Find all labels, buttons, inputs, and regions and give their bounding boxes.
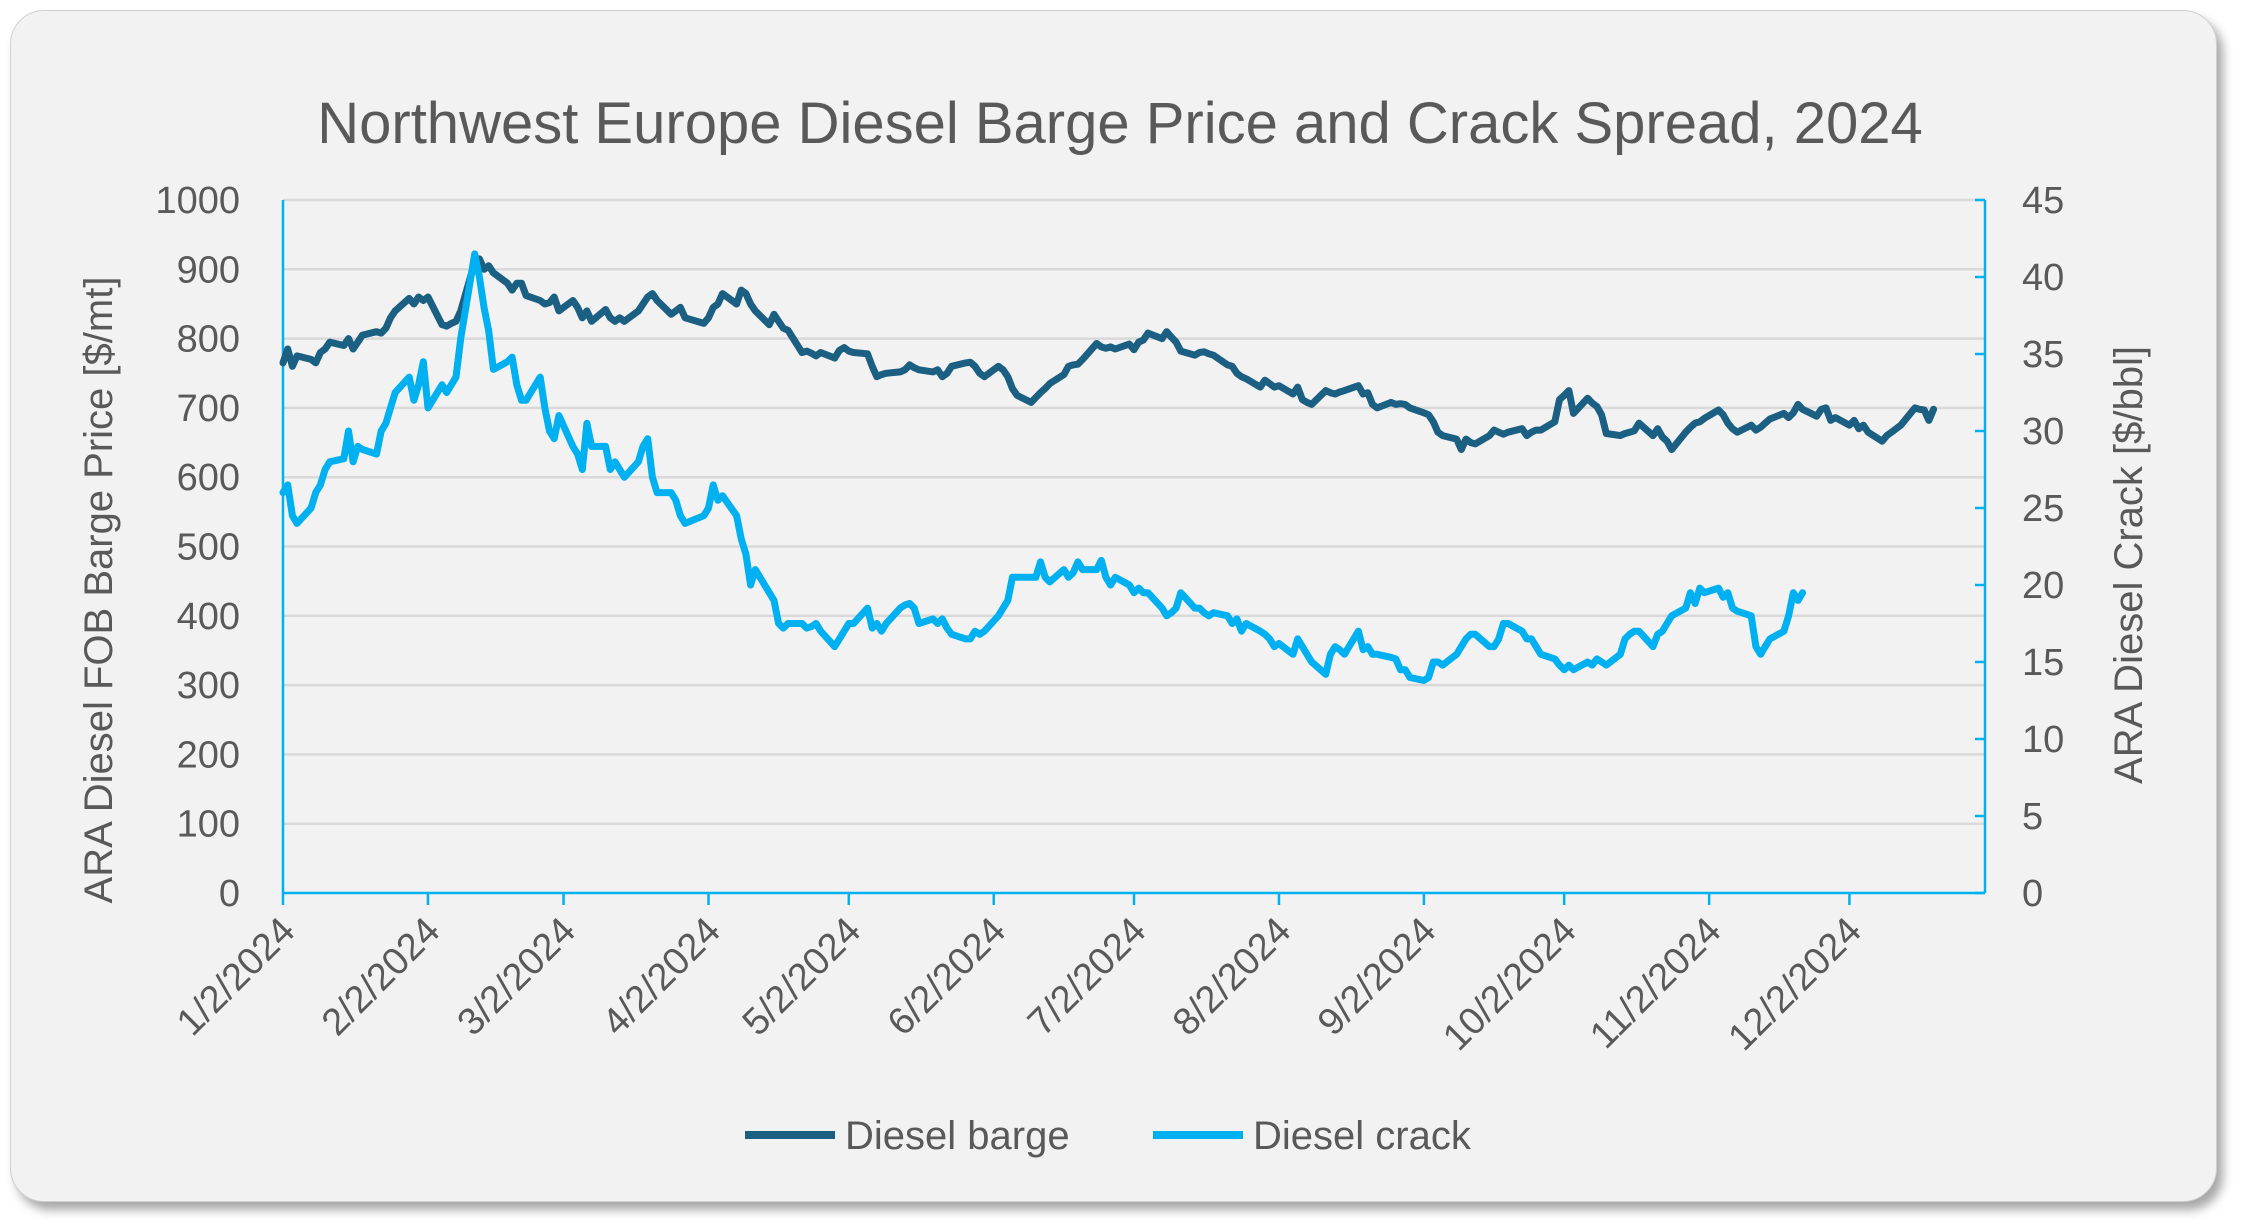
left-tick-label: 1000 xyxy=(155,180,240,222)
right-axis-label: ARA Diesel Crack [$/bbl] xyxy=(2107,346,2151,784)
x-tick-label: 9/2/2024 xyxy=(1310,910,1444,1044)
gridlines xyxy=(283,198,1985,825)
x-tick-label: 8/2/2024 xyxy=(1165,910,1299,1044)
right-tick-label: 30 xyxy=(2022,411,2064,453)
legend: Diesel barge Diesel crack xyxy=(745,1114,1472,1158)
left-tick-label: 500 xyxy=(177,527,240,569)
right-tick-label: 10 xyxy=(2022,719,2064,761)
x-tick-label: 11/2/2024 xyxy=(1582,910,1729,1057)
x-tick-label: 7/2/2024 xyxy=(1020,910,1154,1044)
left-tick-label: 900 xyxy=(177,249,240,291)
legend-label-crack: Diesel crack xyxy=(1253,1114,1472,1158)
left-tick-label: 100 xyxy=(177,804,240,846)
right-tick-label: 25 xyxy=(2022,488,2064,530)
left-tick-label: 400 xyxy=(177,596,240,638)
series-lines xyxy=(279,250,1938,684)
right-tick-label: 45 xyxy=(2022,180,2064,222)
left-tick-label: 0 xyxy=(219,873,240,915)
x-tick-label: 12/2/2024 xyxy=(1721,910,1870,1059)
x-tick-label: 10/2/2024 xyxy=(1435,910,1584,1059)
x-tick-label: 6/2/2024 xyxy=(880,910,1014,1044)
left-tick-label: 700 xyxy=(177,388,240,430)
right-tick-label: 15 xyxy=(2022,642,2064,684)
x-tick-label: 2/2/2024 xyxy=(314,910,448,1044)
left-axis-label: ARA Diesel FOB Barge Price [$/mt] xyxy=(77,277,121,904)
left-tick-label: 300 xyxy=(177,665,240,707)
left-axis-ticks: 0 100 200 300 400 500 600 700 800 900 1000 xyxy=(155,180,240,915)
series-line-diesel-crack xyxy=(279,250,1807,684)
right-tick-label: 5 xyxy=(2022,796,2043,838)
left-tick-label: 200 xyxy=(177,734,240,776)
right-tick-label: 20 xyxy=(2022,565,2064,607)
right-tick-label: 35 xyxy=(2022,334,2064,376)
axes xyxy=(281,198,1987,905)
x-tick-label: 1/2/2024 xyxy=(169,910,303,1044)
left-tick-label: 800 xyxy=(177,319,240,361)
series-line-diesel-barge xyxy=(279,255,1938,453)
x-tick-label: 4/2/2024 xyxy=(595,910,729,1044)
legend-label-barge: Diesel barge xyxy=(845,1114,1070,1158)
right-tick-label: 40 xyxy=(2022,257,2064,299)
x-axis-ticks: 1/2/2024 2/2/2024 3/2/2024 4/2/2024 5/2/2024… xyxy=(169,910,1870,1059)
left-tick-label: 600 xyxy=(177,457,240,499)
chart-title: Northwest Europe Diesel Barge Price and … xyxy=(317,91,1923,156)
x-tick-label: 5/2/2024 xyxy=(735,910,869,1044)
right-tick-label: 0 xyxy=(2022,873,2043,915)
x-tick-label: 3/2/2024 xyxy=(450,910,584,1044)
chart-card xyxy=(10,10,2217,1202)
right-axis-ticks: 0 5 10 15 20 25 30 35 40 45 xyxy=(2022,180,2064,915)
